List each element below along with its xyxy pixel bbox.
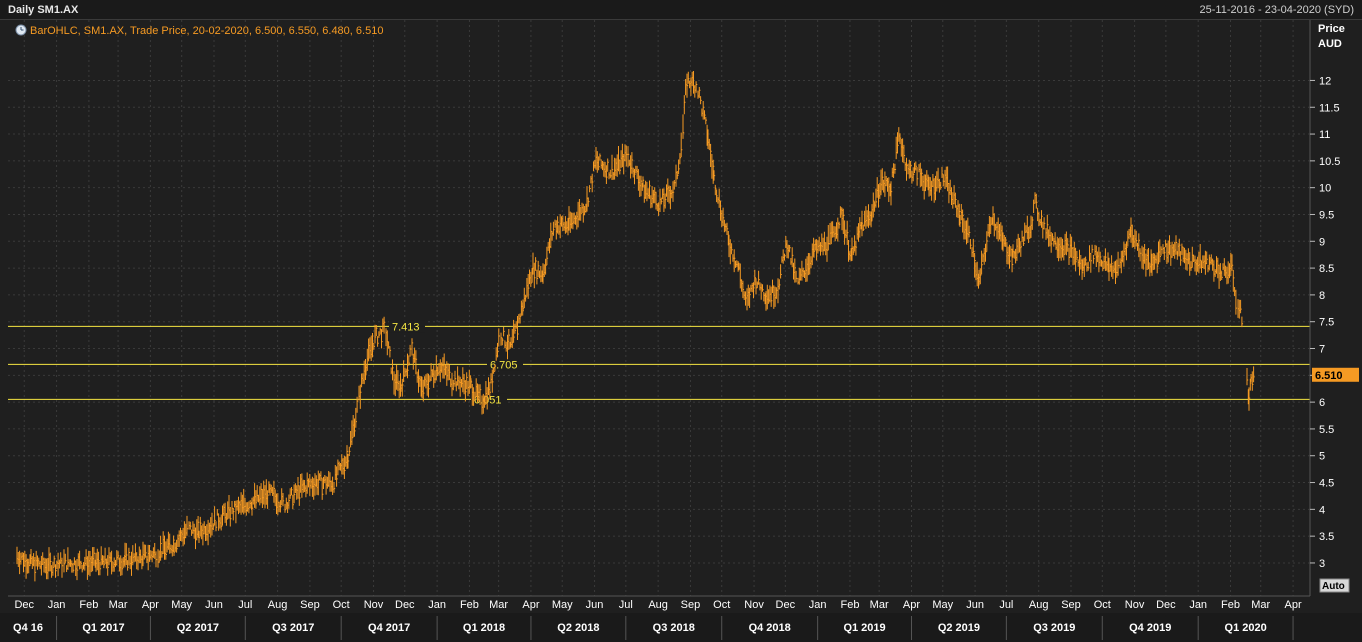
month-label: Feb [79,599,98,611]
y-tick-label: 9.5 [1319,209,1334,221]
month-label: Jan [48,599,66,611]
quarter-label: Q3 2017 [272,622,314,634]
y-tick-label: 4 [1319,504,1325,516]
y-tick-label: 8.5 [1319,263,1334,275]
month-label: Oct [713,599,730,611]
month-label: Jan [428,599,446,611]
chart-title: Daily SM1.AX [8,4,79,16]
quarter-label: Q3 2018 [653,622,695,634]
y-tick-label: 3.5 [1319,531,1334,543]
month-label: Dec [776,599,796,611]
month-label: Nov [1125,599,1145,611]
y-tick-label: 9 [1319,236,1325,248]
month-label: Dec [395,599,415,611]
quarter-label: Q2 2017 [177,622,219,634]
month-label: Aug [648,599,668,611]
quarter-label: Q4 2017 [368,622,410,634]
y-tick-label: 4.5 [1319,478,1334,490]
svg-text:Auto: Auto [1322,581,1345,592]
svg-text:6.510: 6.510 [1315,370,1343,382]
month-label: May [171,599,192,611]
quarter-label: Q2 2018 [557,622,599,634]
x-axis-band [0,613,1362,642]
price-bars-recent [1246,366,1255,411]
price-axis[interactable]: 33.544.555.566.577.588.599.51010.51111.5… [1309,20,1340,596]
time-axis[interactable]: Dec Jan Feb Mar Apr May Jun Jul Aug Sep Oct Nov Dec J… [0,595,1362,642]
month-label: Mar [109,599,128,611]
month-label: Dec [14,599,34,611]
price-label: Price [1318,23,1345,35]
level-label: 6.705 [490,359,518,371]
plot-area[interactable] [8,20,1310,596]
y-tick-label: 10.5 [1319,156,1340,168]
quarter-label: Q1 2018 [463,622,505,634]
month-label: Apr [142,599,159,611]
y-tick-label: 7 [1319,344,1325,356]
month-label: Jul [619,599,633,611]
month-label: Apr [1285,599,1302,611]
price-series [16,71,1255,582]
current-price-badge: 6.510 [1312,367,1359,382]
price-bars [16,71,1244,582]
month-label: Feb [840,599,859,611]
month-label: Jan [1189,599,1207,611]
y-tick-label: 8 [1319,290,1325,302]
level-label-bg [389,320,425,333]
quarter-label: Q1 2017 [82,622,124,634]
quarter-label: Q1 2019 [843,622,885,634]
month-label: Jul [238,599,252,611]
quarter-label: Q1 2020 [1225,622,1267,634]
month-label: Aug [1029,599,1049,611]
month-label: Jul [999,599,1013,611]
month-label: Mar [489,599,508,611]
legend-text: BarOHLC, SM1.AX, Trade Price, 20-02-2020… [30,25,383,37]
month-label: Jun [966,599,984,611]
level-label: 7.413 [392,321,420,333]
month-label: Oct [333,599,350,611]
chart-header: Daily SM1.AX 25-11-2016 - 23-04-2020 (SY… [0,0,1362,20]
month-label: Mar [1251,599,1270,611]
month-label: Jun [205,599,223,611]
quarter-label: Q4 2019 [1129,622,1171,634]
y-tick-label: 3 [1319,558,1325,570]
month-label: Apr [522,599,539,611]
month-label: Mar [870,599,889,611]
currency-label: AUD [1318,38,1342,50]
y-tick-label: 7.5 [1319,317,1334,329]
y-tick-label: 5.5 [1319,424,1334,436]
y-tick-label: 12 [1319,75,1331,87]
month-label: Oct [1094,599,1111,611]
month-label: Jun [586,599,604,611]
legend[interactable]: BarOHLC, SM1.AX, Trade Price, 20-02-2020… [15,24,383,37]
quarter-label: Q4 16 [13,622,43,634]
month-label: Aug [268,599,288,611]
month-label: Sep [300,599,320,611]
month-label: Nov [744,599,764,611]
date-range: 25-11-2016 - 23-04-2020 (SYD) [1199,4,1355,16]
month-label: Sep [1061,599,1081,611]
level-label-bg [487,358,523,371]
month-label: Nov [364,599,384,611]
y-tick-label: 6 [1319,397,1325,409]
y-tick-label: 11.5 [1319,102,1340,114]
month-label: May [932,599,953,611]
month-label: Sep [681,599,701,611]
month-label: Jan [809,599,827,611]
month-label: Apr [903,599,920,611]
month-label: Feb [460,599,479,611]
y-tick-label: 5 [1319,451,1325,463]
month-label: Feb [1221,599,1240,611]
month-label: Dec [1156,599,1176,611]
y-tick-label: 10 [1319,183,1331,195]
month-label: May [552,599,573,611]
quarter-label: Q3 2019 [1033,622,1075,634]
y-tick-label: 11 [1319,129,1330,141]
auto-scale-button[interactable]: Auto [1319,578,1350,593]
quarter-label: Q4 2018 [749,622,791,634]
quarter-label: Q2 2019 [938,622,980,634]
